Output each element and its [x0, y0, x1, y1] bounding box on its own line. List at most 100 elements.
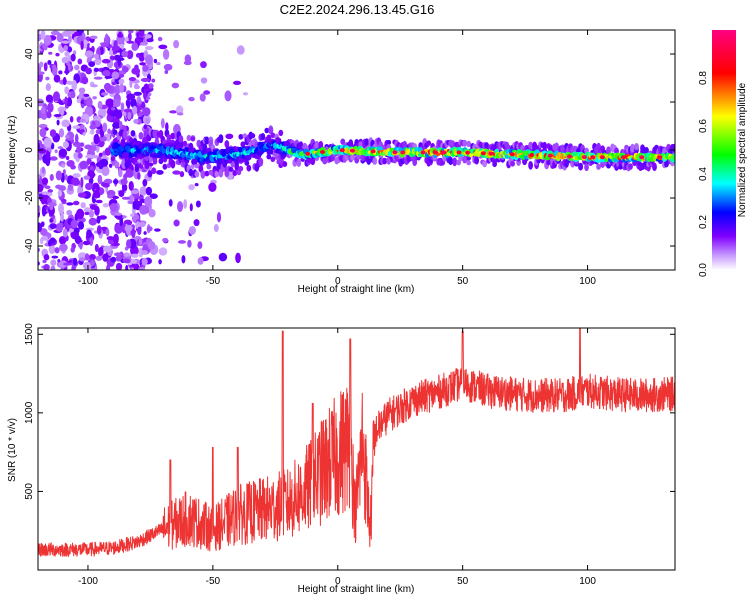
spectrogram-noise-cell — [100, 92, 109, 96]
spectrogram-noise-cell — [138, 99, 142, 105]
spectrogram-noise-cell — [213, 223, 219, 232]
spectrogram-noise-cell — [49, 223, 57, 229]
spectrogram-noise-cell — [90, 259, 95, 267]
spectrogram-noise-cell — [38, 173, 41, 180]
spectrogram-noise-cell — [41, 235, 49, 241]
spectrogram-noise-cell — [130, 259, 138, 264]
spectrogram-halo-cell — [224, 170, 230, 178]
spectrogram-noise-cell — [64, 86, 69, 95]
spectrogram-noise-cell — [45, 151, 51, 160]
spectrogram-noise-cell — [126, 239, 132, 249]
spectrogram-noise-cell — [38, 204, 41, 214]
spectrogram-noise-cell — [97, 100, 103, 110]
spectrogram-noise-cell — [64, 174, 68, 181]
spectrogram-noise-cell — [58, 148, 68, 158]
spectrogram-noise-cell — [142, 64, 149, 72]
spectrogram-noise-cell — [143, 90, 147, 100]
spectrogram-halo-cell — [364, 138, 370, 146]
spectrogram-noise-cell — [168, 199, 173, 207]
spectrogram-noise-cell — [102, 122, 108, 133]
spectrogram-noise-cell — [43, 62, 48, 72]
spectrogram-noise-cell — [89, 35, 98, 40]
spectrogram-noise-cell — [134, 263, 140, 270]
spectrogram-halo-cell — [482, 160, 488, 168]
spectrogram-noise-cell — [142, 178, 148, 187]
spectrogram-noise-cell — [130, 253, 139, 258]
spectrogram-signal-cell — [247, 155, 252, 160]
spectrogram-noise-cell — [98, 160, 104, 170]
spectrogram-noise-cell — [147, 170, 153, 178]
spectrogram-noise-cell — [114, 84, 121, 95]
spectrogram-noise-cell — [80, 177, 84, 188]
spectrogram-noise-cell — [108, 49, 113, 56]
spectrogram-noise-cell — [75, 133, 79, 144]
spectrogram-halo-cell — [528, 141, 534, 150]
spectrogram-peak-cell — [465, 150, 471, 155]
spectrogram-noise-cell — [95, 255, 103, 261]
spectrogram-noise-cell — [142, 107, 151, 117]
spectrogram-halo-cell — [340, 138, 346, 145]
snr-xtick-label: -100 — [78, 576, 98, 587]
spectrogram-halo-cell — [630, 143, 635, 153]
spectrogram-noise-cell — [93, 189, 100, 199]
spectrogram-noise-cell — [62, 76, 67, 86]
snr-xtick-label: 100 — [579, 576, 596, 587]
spectrogram-signal-cell — [193, 159, 198, 165]
spectrogram-noise-cell — [77, 221, 85, 230]
spectrogram-halo-cell — [452, 157, 458, 167]
spectrogram-noise-cell — [41, 177, 49, 185]
spectrogram-halo-cell — [152, 157, 158, 165]
spectrogram-noise-cell — [173, 40, 180, 49]
spectrogram-noise-cell — [187, 239, 192, 248]
spectrogram-peak-cell — [529, 153, 535, 158]
spectrogram-noise-cell — [38, 247, 41, 252]
spectrogram-noise-cell — [55, 224, 63, 228]
spectrogram-peak-cell — [590, 155, 596, 160]
spectrogram-noise-cell — [39, 127, 47, 138]
spectrogram-noise-cell — [151, 167, 157, 175]
snr-panel: -100 -50 0 50 100 500 1000 1500 Height of strai… — [7, 323, 676, 595]
spectrogram-noise-cell — [158, 259, 162, 265]
spectrogram-halo-cell — [386, 139, 392, 146]
spectrogram-noise-cell — [242, 92, 249, 96]
spectrogram-halo-cell — [170, 132, 176, 140]
snr-series-line — [38, 328, 675, 557]
snr-ytick-label: 500 — [24, 483, 35, 500]
spectrogram-noise-cell — [218, 252, 228, 262]
spectrogram-halo-cell — [532, 141, 538, 150]
spectrogram-noise-cell — [225, 133, 234, 140]
spectrogram-peak-cell — [480, 151, 486, 156]
spectrogram-xtick-label: 100 — [579, 276, 596, 287]
spectrogram-noise-cell — [46, 111, 52, 119]
spectrogram-noise-cell — [106, 236, 115, 241]
spectrogram-noise-cell — [197, 257, 204, 265]
spectrogram-noise-cell — [127, 32, 132, 42]
spectrogram-noise-cell — [40, 30, 46, 40]
spectrogram-halo-cell — [466, 140, 472, 148]
spectrogram-noise-cell — [50, 30, 60, 36]
spectrogram-noise-cell — [73, 227, 80, 234]
spectrogram-noise-cell — [124, 224, 133, 233]
spectrogram-halo-cell — [578, 162, 583, 170]
spectrogram-noise-cell — [58, 260, 68, 268]
spectrogram-peak-cell — [581, 155, 587, 160]
spectrogram-noise-cell — [82, 240, 91, 246]
spectrogram-noise-cell — [41, 205, 47, 217]
spectrogram-noise-cell — [38, 30, 41, 34]
spectrogram-noise-cell — [60, 198, 67, 203]
spectrogram-noise-cell — [94, 53, 99, 60]
spectrogram-noise-cell — [200, 61, 207, 69]
spectrogram-noise-cell — [38, 222, 43, 233]
spectrogram-noise-cell — [147, 240, 156, 250]
spectrogram-halo-cell — [200, 170, 206, 179]
spectrogram-noise-cell — [127, 111, 132, 120]
spectrogram-noise-cell — [58, 70, 63, 75]
spectrogram-noise-cell — [43, 254, 50, 261]
spectrogram-noise-cell — [65, 64, 69, 76]
spectrogram-noise-cell — [125, 99, 131, 108]
spectrogram-halo-cell — [466, 160, 472, 166]
spectrogram-xtick-label: -50 — [206, 276, 221, 287]
spectrogram-noise-cell — [145, 117, 150, 124]
spectrogram-noise-cell — [51, 64, 57, 70]
spectrogram-noise-cell — [109, 202, 118, 212]
